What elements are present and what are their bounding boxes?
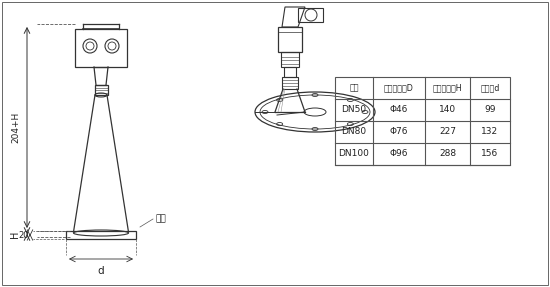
Text: 四螺盘d: 四螺盘d [480, 84, 500, 92]
Text: H: H [10, 230, 20, 238]
Bar [284, 67, 296, 77]
Text: Φ76: Φ76 [390, 127, 408, 137]
Text: DN100: DN100 [339, 150, 370, 158]
Text: 法兰: 法兰 [349, 84, 359, 92]
Text: 喇叭口直径D: 喇叭口直径D [384, 84, 414, 92]
Text: 156: 156 [481, 150, 499, 158]
Text: 140: 140 [439, 106, 456, 115]
Text: DN80: DN80 [342, 127, 366, 137]
Text: 法兰: 法兰 [155, 214, 166, 224]
Text: 99: 99 [484, 106, 496, 115]
Text: DN50: DN50 [342, 106, 366, 115]
Text: 132: 132 [481, 127, 498, 137]
Bar [278, 27, 302, 52]
Bar [75, 29, 127, 67]
Text: 204+H: 204+H [11, 112, 20, 143]
Bar [281, 52, 299, 67]
Bar [66, 231, 136, 239]
Bar [282, 77, 298, 89]
Text: d: d [98, 266, 104, 276]
Bar [335, 77, 510, 165]
Bar [298, 8, 323, 22]
Text: 20: 20 [19, 230, 29, 239]
Bar [95, 85, 107, 95]
Text: Φ46: Φ46 [390, 106, 408, 115]
Text: 227: 227 [439, 127, 456, 137]
Text: Φ96: Φ96 [390, 150, 408, 158]
Text: 288: 288 [439, 150, 456, 158]
Text: 喇叭口高度H: 喇叭口高度H [433, 84, 463, 92]
